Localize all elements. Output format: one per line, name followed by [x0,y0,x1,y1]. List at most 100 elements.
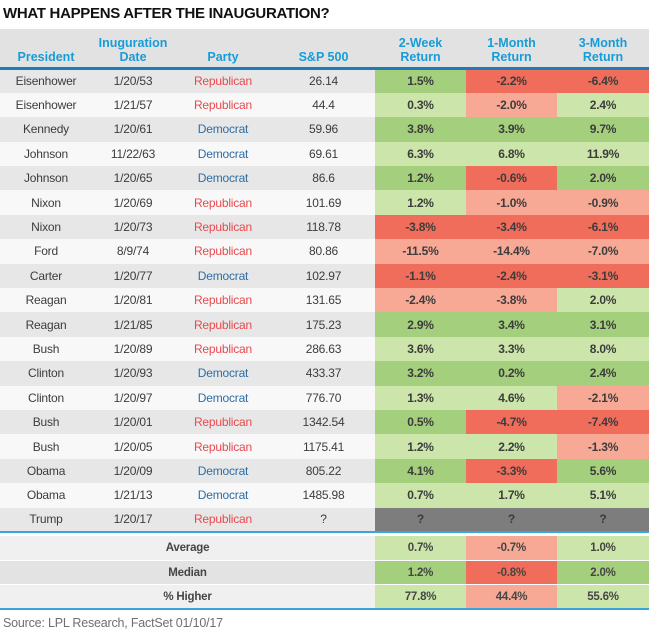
summary-row: % Higher 77.8% 44.4% 55.6% [0,584,649,610]
one-month-return-cell: 3.3% [466,336,557,362]
party-cell: Republican [174,409,272,435]
two-week-return-cell: 3.2% [375,361,466,386]
table-row: Obama 1/20/09 Democrat 805.22 4.1% -3.3% 5.6% [0,458,649,484]
three-month-return-cell: 9.7% [557,117,649,142]
three-month-return-cell: 2.4% [557,92,649,118]
column-header-return: 2-Week Return [375,29,466,70]
three-month-return-cell: -1.3% [557,434,649,459]
column-header-date: Inuguration Date [92,29,174,70]
two-week-return-cell: 3.8% [375,117,466,142]
summary-label-median: Median [0,559,375,585]
sp500-cell: 433.37 [272,361,375,386]
inauguration-date-cell: 1/20/77 [92,263,174,289]
three-month-return-cell: -7.4% [557,409,649,435]
column-header-return: 1-Month Return [466,29,557,70]
table-row: Johnson 1/20/65 Democrat 86.6 1.2% -0.6% 2.0% [0,166,649,191]
column-header-text: President [17,50,75,64]
column-header-party: Party [174,29,272,70]
summary-row: Average 0.7% -0.7% 1.0% [0,535,649,561]
president-cell: Bush [0,409,92,435]
summary-label-average: Average [0,535,375,561]
column-header-s-p-500: S&P 500 [272,29,375,70]
one-month-return-cell: 3.9% [466,117,557,142]
president-cell: Bush [0,434,92,459]
three-month-return-cell: -7.0% [557,239,649,264]
two-week-return-cell: 3.6% [375,336,466,362]
three-month-return-cell: 55.6% [557,584,649,610]
president-cell: Johnson [0,166,92,191]
table-row: Nixon 1/20/73 Republican 118.78 -3.8% -3.4% -6… [0,214,649,240]
two-week-return-cell: -11.5% [375,239,466,264]
sp500-cell: 59.96 [272,117,375,142]
one-month-return-cell: -2.0% [466,92,557,118]
president-cell: Bush [0,336,92,362]
table-header-row: President Inuguration Date Party S&P 500 2-We… [0,29,649,70]
three-month-return-cell: -6.4% [557,68,649,93]
inauguration-date-cell: 1/20/81 [92,288,174,313]
inauguration-date-cell: 1/20/65 [92,166,174,191]
sp500-cell: 776.70 [272,385,375,410]
inauguration-date-cell: 1/20/17 [92,507,174,532]
three-month-return-cell: -3.1% [557,263,649,289]
sp500-cell: 26.14 [272,68,375,93]
two-week-return-cell: 77.8% [375,584,466,610]
inauguration-date-cell: 1/20/73 [92,214,174,240]
three-month-return-cell: 2.0% [557,166,649,191]
party-cell: Republican [174,190,272,215]
summary-label-higher: % Higher [0,584,375,610]
sp500-cell: 101.69 [272,190,375,215]
inauguration-date-cell: 1/20/69 [92,190,174,215]
column-header-text: Inuguration [98,36,168,50]
inauguration-date-cell: 1/20/53 [92,68,174,93]
column-header-text: Date [119,50,147,64]
three-month-return-cell: -6.1% [557,214,649,240]
party-cell: Democrat [174,385,272,410]
party-cell: Democrat [174,458,272,484]
inauguration-date-cell: 1/20/09 [92,458,174,484]
inauguration-date-cell: 1/21/85 [92,312,174,337]
page-title: WHAT HAPPENS AFTER THE INAUGURATION? [3,5,330,22]
one-month-return-cell: -2.4% [466,263,557,289]
source-note: Source: LPL Research, FactSet 01/10/17 [3,616,223,631]
two-week-return-cell: 1.2% [375,190,466,215]
one-month-return-cell: 3.4% [466,312,557,337]
president-cell: Eisenhower [0,68,92,93]
party-cell: Republican [174,288,272,313]
two-week-return-cell: 0.7% [375,535,466,561]
president-cell: Clinton [0,361,92,386]
one-month-return-cell: -2.2% [466,68,557,93]
three-month-return-cell: 2.4% [557,361,649,386]
party-cell: Republican [174,507,272,532]
sp500-cell: 805.22 [272,458,375,484]
one-month-return-cell: 6.8% [466,141,557,167]
column-header-text: Return [582,50,624,64]
inauguration-date-cell: 1/20/93 [92,361,174,386]
sp500-cell: 1485.98 [272,483,375,508]
table-header: President Inuguration Date Party S&P 500 2-We… [0,29,649,70]
three-month-return-cell: ? [557,507,649,532]
two-week-return-cell: 1.2% [375,166,466,191]
inauguration-date-cell: 1/21/13 [92,483,174,508]
column-header-text: S&P 500 [298,50,349,64]
two-week-return-cell: 1.5% [375,68,466,93]
one-month-return-cell: -0.6% [466,166,557,191]
party-cell: Republican [174,92,272,118]
inauguration-date-cell: 1/20/05 [92,434,174,459]
party-cell: Republican [174,68,272,93]
president-cell: Obama [0,483,92,508]
party-cell: Republican [174,336,272,362]
table-row: Ford 8/9/74 Republican 80.86 -11.5% -14.4% -7.… [0,239,649,264]
three-month-return-cell: 1.0% [557,535,649,561]
inauguration-infographic: WHAT HAPPENS AFTER THE INAUGURATION? Pre… [0,5,649,630]
two-week-return-cell: 6.3% [375,141,466,167]
column-header-text: Return [491,50,532,64]
president-cell: Nixon [0,214,92,240]
summary-table: Average 0.7% -0.7% 1.0% Median 1.2% -0.8% 2.0%%… [0,535,649,611]
sp500-cell: 44.4 [272,92,375,118]
three-month-return-cell: 2.0% [557,559,649,585]
column-header-text: 3-Month [578,36,628,50]
party-cell: Democrat [174,141,272,167]
table-row: Reagan 1/20/81 Republican 131.65 -2.4% -3.8% 2… [0,288,649,313]
president-cell: Eisenhower [0,92,92,118]
three-month-return-cell: 2.0% [557,288,649,313]
